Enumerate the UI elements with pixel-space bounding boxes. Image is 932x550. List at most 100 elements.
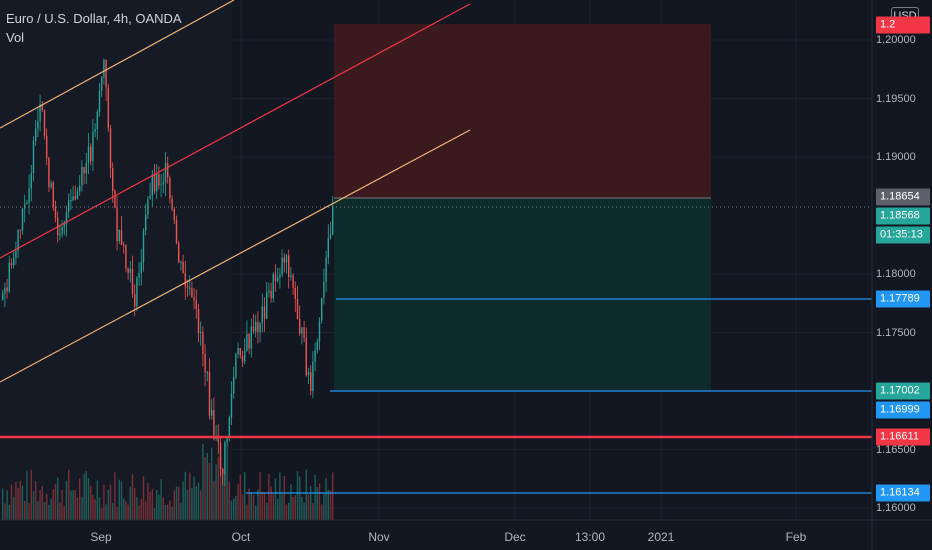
volume-bar: [70, 490, 72, 520]
candle-body: [175, 220, 178, 244]
volume-bar: [140, 498, 142, 520]
volume-bar: [59, 502, 61, 520]
volume-bar: [178, 486, 180, 520]
candle-body: [142, 230, 145, 263]
candle-body: [277, 277, 279, 281]
volume-bar: [116, 507, 118, 520]
price-tag-high: 1.18654: [876, 188, 930, 206]
candle-body: [54, 206, 57, 219]
candle-body: [83, 167, 85, 174]
candle-body: [270, 290, 272, 299]
candle-body: [79, 185, 81, 192]
volume-bar: [292, 496, 294, 520]
candle-body: [307, 372, 310, 376]
volume-bar: [54, 483, 57, 520]
time-tick-label: 13:00: [574, 530, 606, 544]
candle-body: [219, 442, 222, 470]
volume-bar: [270, 486, 272, 520]
volume-bar: [103, 484, 105, 520]
volume-bar: [109, 484, 112, 520]
candle-body: [10, 262, 13, 266]
volume-bar: [149, 491, 151, 520]
candle-body: [65, 212, 68, 225]
candle-body: [321, 298, 323, 321]
candle-body: [283, 257, 285, 263]
candle-body: [268, 290, 270, 293]
volume-bar: [208, 462, 211, 520]
volume-bar: [323, 492, 325, 520]
volume-bar: [211, 447, 213, 520]
time-tick-label: Sep: [90, 530, 112, 544]
volume-bars: [2, 444, 334, 520]
volume-bar: [6, 490, 8, 520]
candle-body: [72, 196, 74, 201]
volume-bar: [21, 485, 24, 520]
candle-body: [17, 229, 19, 251]
candle-body: [52, 182, 54, 207]
price-tag-support: 1.16611: [876, 428, 930, 446]
volume-bar: [239, 474, 241, 520]
candle-body: [182, 261, 184, 273]
candle-body: [323, 282, 325, 299]
price-tick-label: 1.17500: [876, 326, 916, 339]
volume-bar: [321, 504, 323, 520]
volume-bar: [204, 456, 206, 520]
volume-bar: [30, 469, 32, 520]
price-tag-entry: 1.17002: [876, 382, 930, 400]
candle-body: [74, 196, 76, 200]
volume-bar: [175, 486, 178, 520]
volume-bar: [105, 504, 107, 520]
candle-body: [35, 128, 37, 141]
volume-bar: [224, 470, 226, 520]
candle-body: [178, 243, 180, 263]
candle-body: [239, 348, 241, 356]
volume-bar: [248, 488, 250, 520]
candle-body: [6, 287, 8, 292]
candle-body: [50, 182, 52, 188]
candle-body: [241, 355, 244, 362]
candle-body: [208, 372, 211, 416]
candle-body: [140, 262, 142, 273]
candle-body: [43, 110, 46, 136]
candle-body: [303, 327, 305, 339]
volume-bar: [169, 500, 171, 520]
candle-body: [123, 244, 125, 246]
volume-bar: [257, 489, 259, 520]
candle-body: [158, 173, 160, 186]
volume-bar: [158, 494, 160, 520]
volume-bar: [48, 504, 50, 520]
drawing-tools[interactable]: [0, 0, 872, 494]
stop-loss-zone: [334, 24, 711, 198]
candle-body: [87, 146, 90, 163]
volume-bar: [259, 471, 261, 520]
candle-body: [246, 333, 248, 351]
volume-bar: [268, 473, 270, 520]
channel-lower-line: [0, 129, 471, 383]
candle-body: [257, 321, 259, 332]
volume-bar: [310, 485, 312, 520]
candle-body: [39, 104, 41, 122]
volume-bar: [127, 504, 129, 520]
volume-bar: [164, 504, 167, 520]
candle-body: [259, 323, 261, 332]
volume-bar: [277, 498, 279, 520]
volume-bar: [35, 481, 37, 520]
candle-body: [149, 195, 151, 200]
volume-bar: [147, 483, 149, 520]
volume-bar: [142, 476, 145, 520]
candle-body: [125, 245, 127, 269]
volume-bar: [156, 489, 158, 520]
volume-bar: [13, 496, 15, 520]
candle-body: [13, 257, 15, 266]
candle-body: [250, 326, 252, 349]
volume-bar: [230, 500, 233, 520]
volume-bar: [101, 507, 103, 520]
candle-body: [318, 320, 321, 342]
volume-bar: [191, 488, 193, 520]
candle-body: [244, 350, 246, 362]
candle-body: [153, 174, 156, 192]
position-zones[interactable]: [0, 0, 711, 520]
volume-bar: [184, 471, 186, 520]
candle-body: [131, 268, 134, 294]
